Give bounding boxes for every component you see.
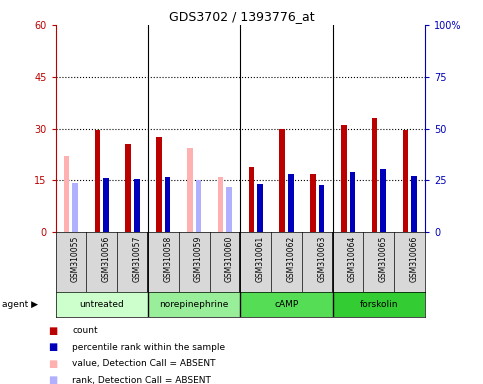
Bar <box>240 292 333 317</box>
Text: GSM310057: GSM310057 <box>132 235 142 282</box>
Bar <box>319 185 325 232</box>
Text: GSM310065: GSM310065 <box>379 235 388 282</box>
Bar <box>218 177 223 232</box>
Text: GSM310060: GSM310060 <box>225 235 234 282</box>
Bar <box>350 172 355 232</box>
Text: GSM310058: GSM310058 <box>163 235 172 281</box>
Bar <box>126 144 131 232</box>
Bar <box>381 169 386 232</box>
Text: GSM310062: GSM310062 <box>286 235 296 281</box>
Bar <box>333 292 425 317</box>
Text: agent ▶: agent ▶ <box>2 300 39 309</box>
Text: norepinephrine: norepinephrine <box>159 300 229 309</box>
Text: ■: ■ <box>48 359 57 369</box>
Bar <box>64 156 70 232</box>
Text: value, Detection Call = ABSENT: value, Detection Call = ABSENT <box>72 359 216 368</box>
Bar <box>257 184 263 232</box>
Bar <box>341 125 346 232</box>
Bar <box>156 137 162 232</box>
Bar <box>148 292 241 317</box>
Bar <box>187 148 193 232</box>
Text: count: count <box>72 326 98 335</box>
Text: untreated: untreated <box>79 300 124 309</box>
Bar <box>288 174 294 232</box>
Bar <box>310 174 316 232</box>
Bar <box>196 180 201 232</box>
Text: ■: ■ <box>48 342 57 352</box>
Text: GDS3702 / 1393776_at: GDS3702 / 1393776_at <box>169 10 314 23</box>
Bar <box>279 129 285 232</box>
Bar <box>103 179 109 232</box>
Text: GSM310064: GSM310064 <box>348 235 357 282</box>
Bar <box>95 131 100 232</box>
Text: ■: ■ <box>48 326 57 336</box>
Bar <box>372 118 377 232</box>
Bar <box>134 179 140 232</box>
Text: ■: ■ <box>48 375 57 384</box>
Bar <box>72 182 78 232</box>
Bar <box>249 167 254 232</box>
Text: GSM310063: GSM310063 <box>317 235 327 282</box>
Bar <box>227 187 232 232</box>
Text: percentile rank within the sample: percentile rank within the sample <box>72 343 226 352</box>
Text: GSM310056: GSM310056 <box>102 235 111 282</box>
Text: GSM310059: GSM310059 <box>194 235 203 282</box>
Text: rank, Detection Call = ABSENT: rank, Detection Call = ABSENT <box>72 376 212 384</box>
Bar <box>411 176 417 232</box>
Bar <box>165 177 170 232</box>
Bar <box>402 131 408 232</box>
Text: GSM310061: GSM310061 <box>256 235 265 281</box>
Text: cAMP: cAMP <box>274 300 298 309</box>
Text: forskolin: forskolin <box>360 300 398 309</box>
Text: GSM310055: GSM310055 <box>71 235 80 282</box>
Text: GSM310066: GSM310066 <box>410 235 419 282</box>
Bar <box>56 292 148 317</box>
